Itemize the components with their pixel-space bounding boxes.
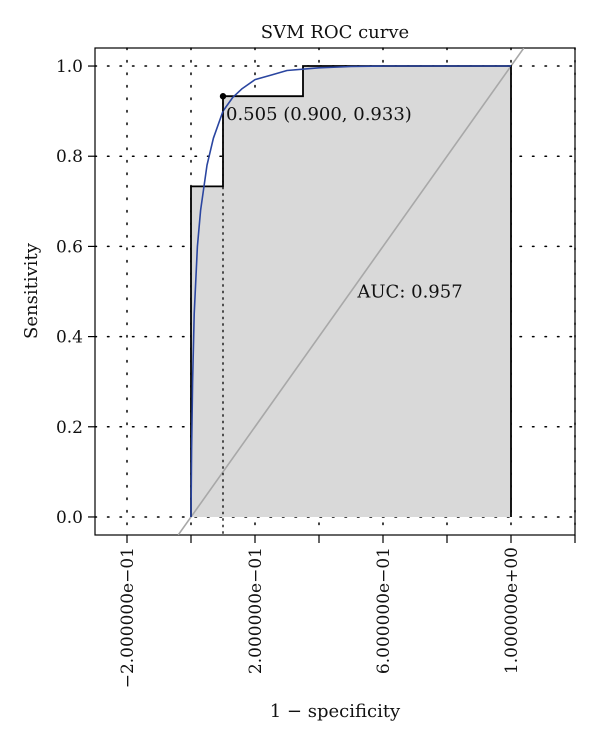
threshold-label: 0.505 (0.900, 0.933) — [226, 104, 412, 125]
threshold-point — [219, 93, 227, 100]
y-tick-label-4: 0.8 — [56, 147, 83, 167]
chart-title: SVM ROC curve — [261, 22, 409, 43]
smoothed-roc-curve — [190, 65, 511, 518]
x-tick-label-0: −2.000000e−01 — [118, 547, 138, 688]
y-tick-label-2: 0.4 — [56, 328, 83, 348]
y-axis-label: Sensitivity — [21, 242, 42, 339]
y-tick-label-0: 0.0 — [56, 508, 83, 528]
y-tick-label-5: 1.0 — [56, 57, 83, 77]
plot-frame — [94, 47, 576, 536]
x-axis-label: 1 − specificity — [270, 701, 401, 722]
plot-layer: 0.0 0.2 0.4 0.6 0.8 1.0 −2.000000e−01 2.000000e… — [56, 47, 576, 688]
auc-label: AUC: 0.957 — [356, 282, 462, 303]
x-tick-label-2: 6.000000e−01 — [374, 547, 394, 674]
diagonal-reference-line — [177, 48, 525, 535]
x-tick-label-1: 2.000000e−01 — [246, 547, 266, 674]
y-tick-label-3: 0.6 — [56, 237, 83, 257]
y-tick-label-1: 0.2 — [56, 418, 83, 438]
x-tick-label-3: 1.000000e+00 — [502, 547, 522, 674]
